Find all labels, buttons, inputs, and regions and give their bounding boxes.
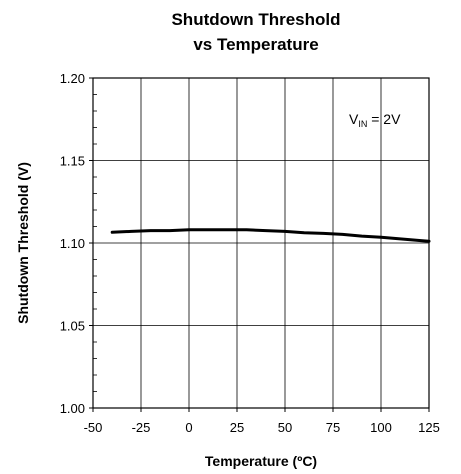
x-tick-label: -50 — [84, 420, 103, 435]
x-tick-label: 75 — [326, 420, 340, 435]
grid — [93, 78, 429, 408]
y-tick-label: 1.05 — [60, 319, 85, 334]
x-tick-label: 125 — [418, 420, 440, 435]
y-tick-label: 1.20 — [60, 71, 85, 86]
vin-annotation: VIN = 2V — [349, 111, 401, 129]
vin-annotation-sub: IN — [358, 119, 367, 129]
y-tick-label: 1.00 — [60, 401, 85, 416]
y-axis-label: Shutdown Threshold (V) — [15, 162, 31, 324]
vin-annotation-main: V — [349, 111, 359, 127]
y-tick-labels: 1.00 1.05 1.10 1.15 1.20 — [60, 71, 85, 416]
x-tick-labels: -50 -25 0 25 50 75 100 125 — [84, 420, 440, 435]
minor-ticks — [89, 77, 430, 412]
x-tick-label: 50 — [278, 420, 292, 435]
x-axis-label: Temperature (ºC) — [205, 453, 317, 469]
x-tick-label: 0 — [185, 420, 192, 435]
chart-title-line-1: Shutdown Threshold — [171, 10, 340, 29]
series-line — [110, 228, 431, 243]
x-tick-label: -25 — [132, 420, 151, 435]
x-tick-label: 100 — [370, 420, 392, 435]
vin-annotation-rest: = 2V — [367, 111, 401, 127]
plot-frame — [92, 77, 430, 409]
y-tick-label: 1.15 — [60, 154, 85, 169]
x-tick-label: 25 — [230, 420, 244, 435]
chart-title-line-2: vs Temperature — [193, 35, 318, 54]
y-tick-label: 1.10 — [60, 236, 85, 251]
series — [110, 228, 431, 243]
